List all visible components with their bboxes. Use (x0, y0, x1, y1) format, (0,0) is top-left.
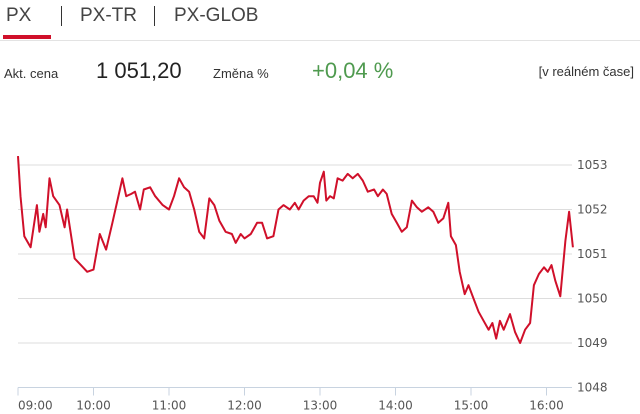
price-value: 1 051,20 (96, 58, 182, 83)
tab-separator (61, 6, 62, 26)
y-tick-label: 1051 (577, 247, 608, 261)
x-tick-label: 15:00 (454, 399, 489, 413)
x-tick-label: 11:00 (152, 399, 187, 413)
y-tick-label: 1048 (577, 381, 608, 395)
x-tick-label: 14:00 (378, 399, 413, 413)
y-tick-label: 1052 (577, 203, 608, 217)
x-tick-label: 10:00 (76, 399, 111, 413)
index-tabs: PX PX-TR PX-GLOB (0, 0, 640, 41)
x-tick-label: 12:00 (227, 399, 262, 413)
y-tick-label: 1053 (577, 158, 608, 172)
active-tab-indicator (3, 35, 51, 39)
change-label: Změna % (213, 66, 269, 81)
price-label: Akt. cena (4, 66, 59, 81)
y-tick-label: 1049 (577, 336, 608, 350)
tab-px-tr[interactable]: PX-TR (80, 5, 137, 26)
price-line (17, 156, 574, 344)
tab-separator (154, 6, 155, 26)
change-value: +0,04 % (312, 58, 394, 83)
quote-summary: Akt. cena 1 051,20 Změna % +0,04 % [v re… (0, 58, 640, 88)
x-tick-label: 16:00 (529, 399, 564, 413)
x-tick-label: 09:00 (18, 399, 53, 413)
x-tick-label: 13:00 (303, 399, 338, 413)
realtime-label: [v reálném čase] (538, 64, 634, 79)
tab-px-glob[interactable]: PX-GLOB (174, 5, 259, 26)
y-tick-label: 1050 (577, 292, 608, 306)
tab-px[interactable]: PX (6, 5, 32, 26)
